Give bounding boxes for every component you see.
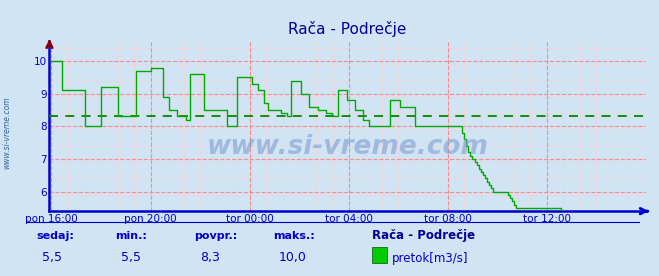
Text: 5,5: 5,5 — [42, 251, 61, 264]
Title: Rača - Podrečje: Rača - Podrečje — [289, 22, 407, 38]
Text: maks.:: maks.: — [273, 231, 315, 241]
Text: 5,5: 5,5 — [121, 251, 140, 264]
Text: Rača - Podrečje: Rača - Podrečje — [372, 229, 475, 242]
Text: sedaj:: sedaj: — [36, 231, 74, 241]
Text: pretok[m3/s]: pretok[m3/s] — [391, 252, 468, 265]
Text: povpr.:: povpr.: — [194, 231, 238, 241]
Text: 10,0: 10,0 — [279, 251, 306, 264]
Text: www.si-vreme.com: www.si-vreme.com — [2, 96, 11, 169]
Text: www.si-vreme.com: www.si-vreme.com — [207, 134, 488, 160]
Text: 8,3: 8,3 — [200, 251, 219, 264]
Text: min.:: min.: — [115, 231, 147, 241]
